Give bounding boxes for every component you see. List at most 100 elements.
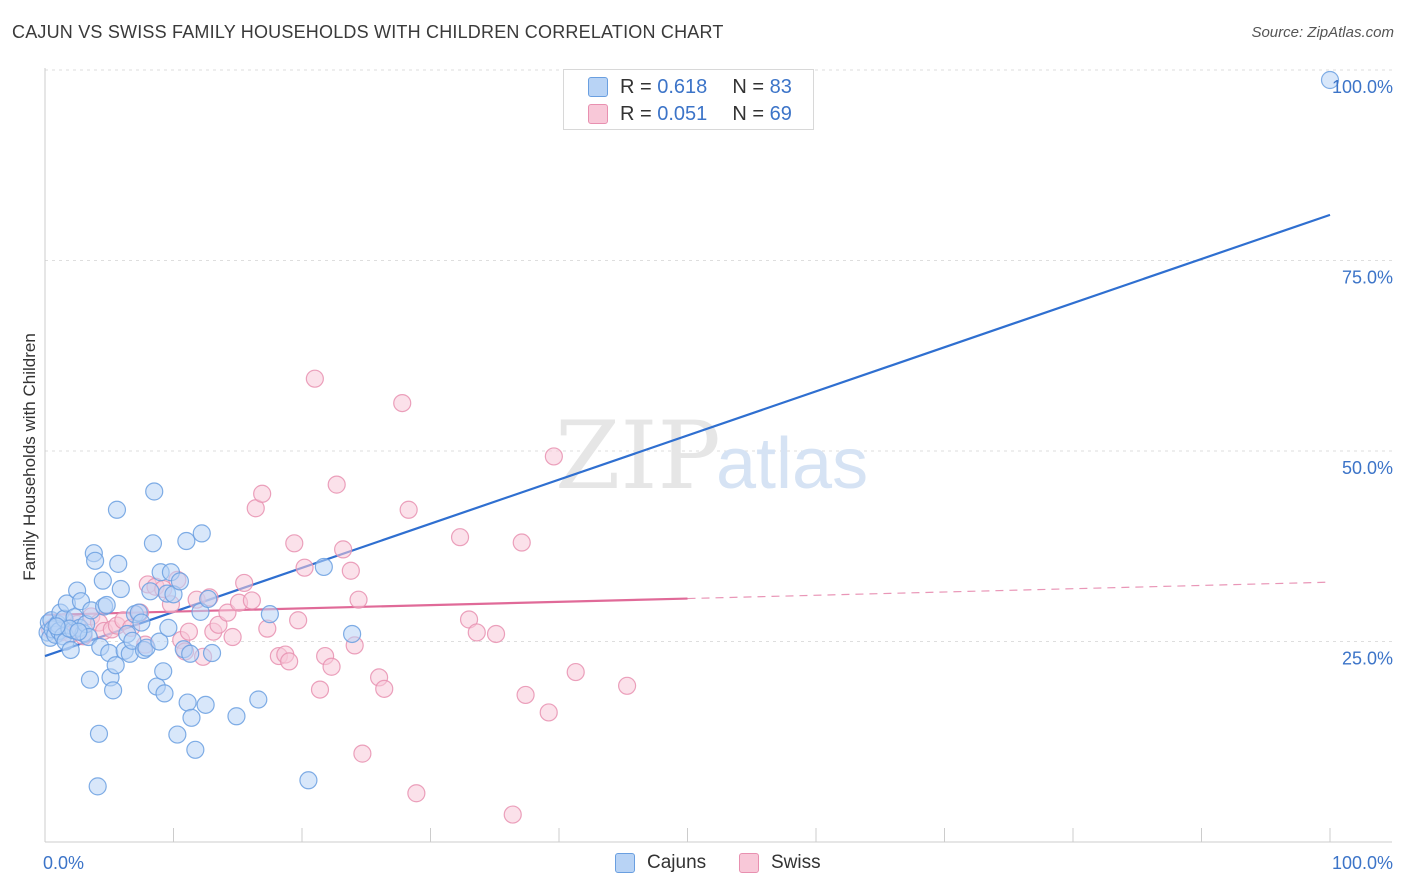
cajuns-point [227, 707, 246, 726]
swiss-point [450, 528, 470, 547]
axis-labels: 100.0% 75.0% 50.0% 25.0% 0.0% 100.0% Family Ho… [20, 77, 1393, 873]
cajuns-point [143, 534, 163, 553]
cajuns-point [260, 605, 279, 624]
y-axis-title: Family Households with Children [20, 333, 39, 581]
swiss-point [503, 805, 522, 824]
n-value: 69 [769, 102, 792, 125]
legend-item-cajuns[interactable]: Cajuns [615, 852, 706, 874]
cajuns-point [89, 724, 109, 743]
chart-title: CAJUN VS SWISS FAMILY HOUSEHOLDS WITH CH… [12, 22, 724, 42]
cajuns-point [155, 684, 174, 703]
series-legend: Cajuns Swiss [0, 852, 1406, 878]
cajuns-point [61, 640, 80, 660]
cajuns-point [47, 617, 66, 636]
cajuns-point [104, 681, 123, 700]
swiss-point [253, 484, 272, 503]
swiss-swatch [588, 104, 608, 124]
swiss-point [393, 393, 412, 413]
cajuns-point [170, 572, 190, 591]
swiss-point [242, 591, 261, 610]
y-tick-label: 100.0% [1332, 77, 1393, 97]
cajuns-point [111, 579, 130, 599]
watermark-atlas: atlas [716, 424, 868, 504]
cajuns-point [86, 551, 105, 570]
cajuns-point [69, 622, 88, 641]
cajuns-point [202, 643, 222, 663]
cajuns-point [109, 554, 128, 573]
cajuns-swatch [588, 77, 608, 97]
legend-item-swiss[interactable]: Swiss [739, 852, 821, 874]
cajuns-point [106, 656, 125, 675]
swiss-trend-line-extension [687, 581, 1331, 600]
cajuns-point [199, 589, 218, 609]
cajuns-point [159, 618, 178, 637]
watermark-zip: ZIP [555, 402, 721, 511]
n-label: N = [732, 75, 765, 98]
swiss-point [399, 500, 418, 519]
legend-row-swiss: R = 0.051 N = 69 [588, 102, 792, 126]
r-label: R = [620, 102, 652, 125]
swiss-point [539, 703, 558, 722]
legend-label-swiss: Swiss [771, 852, 821, 873]
r-value: 0.618 [657, 75, 708, 98]
cajuns-swatch [615, 853, 635, 873]
cajuns-point [181, 644, 200, 663]
axes [44, 68, 1392, 843]
cajuns-point [177, 531, 196, 551]
cajuns-point [88, 777, 107, 796]
cajuns-point [97, 595, 116, 615]
cajuns-point [343, 624, 362, 644]
cajuns-point [299, 771, 318, 790]
source-label: Source: ZipAtlas.com [1251, 24, 1394, 41]
cajuns-point [196, 695, 215, 714]
y-tick-label: 25.0% [1342, 649, 1393, 669]
n-value: 83 [769, 75, 792, 98]
cajuns-point [141, 582, 160, 601]
cajuns-point [1320, 70, 1340, 90]
swiss-point [341, 561, 360, 580]
cajuns-point [182, 708, 201, 727]
cajuns-point [186, 740, 205, 759]
cajuns-point [80, 670, 100, 689]
data-points [38, 70, 1340, 824]
swiss-point [618, 676, 637, 695]
legend-row-cajuns: R = 0.618 N = 83 [588, 75, 792, 99]
x-tick-label-max: 100.0% [1332, 853, 1393, 873]
swiss-trend-line [44, 597, 688, 617]
legend-label-cajuns: Cajuns [647, 852, 707, 873]
cajuns-point [132, 613, 151, 632]
swiss-point [179, 622, 199, 641]
swiss-swatch [739, 853, 759, 873]
watermark: ZIP atlas [555, 402, 868, 511]
swiss-point [467, 623, 486, 642]
cajuns-point [154, 662, 173, 681]
correlation-legend: R = 0.618 N = 83 R = 0.051 N = 69 [563, 69, 814, 130]
swiss-point [322, 657, 341, 676]
swiss-point [566, 662, 585, 682]
cajuns-point [145, 482, 164, 501]
swiss-point [209, 615, 228, 634]
swiss-point [544, 447, 563, 466]
cajuns-point [93, 571, 112, 590]
swiss-point [310, 680, 330, 699]
swiss-point [353, 744, 372, 763]
cajuns-point [314, 557, 333, 577]
swiss-point [280, 652, 299, 671]
cajuns-trend-line [44, 213, 1331, 658]
swiss-point [218, 603, 237, 622]
swiss-point [235, 573, 254, 593]
swiss-point [327, 475, 346, 494]
swiss-point [486, 624, 506, 644]
swiss-point [375, 679, 394, 698]
cajuns-point [107, 500, 127, 519]
swiss-point [289, 611, 308, 630]
r-label: R = [620, 75, 652, 98]
r-value: 0.051 [657, 102, 708, 125]
cajuns-point [192, 524, 211, 543]
cajuns-point [168, 725, 187, 744]
n-label: N = [732, 102, 765, 125]
cajuns-point [150, 632, 169, 651]
swiss-point [516, 685, 535, 705]
swiss-point [407, 784, 426, 803]
